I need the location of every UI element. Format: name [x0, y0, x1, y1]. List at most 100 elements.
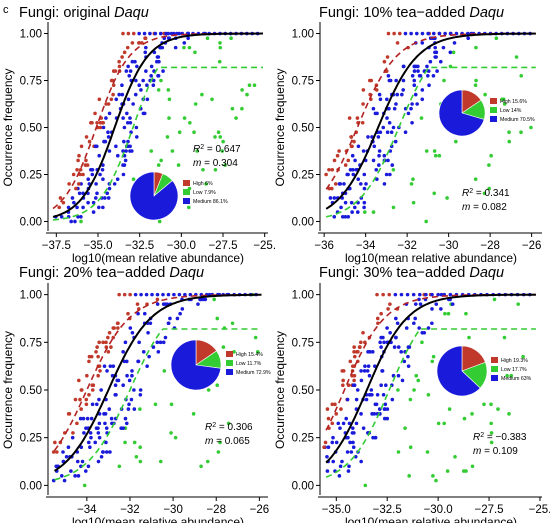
data-point	[394, 78, 398, 83]
data-point	[323, 440, 328, 445]
data-point	[121, 383, 125, 388]
data-point	[142, 311, 147, 316]
data-point	[362, 369, 367, 373]
chart-title-text: Fungi: original	[19, 5, 114, 21]
r-squared-exponent: 2	[200, 144, 204, 151]
data-point	[409, 31, 413, 36]
y-tick-label: 1.00	[292, 29, 314, 41]
data-point	[378, 130, 383, 134]
data-point	[106, 196, 111, 200]
data-point	[375, 392, 380, 397]
data-point	[334, 440, 339, 445]
data-point	[326, 445, 331, 450]
data-point	[90, 172, 95, 177]
chart-title: Fungi: 20% tea−added Daqu	[19, 265, 204, 281]
data-point	[218, 45, 223, 50]
data-point	[400, 378, 405, 383]
m-value: = 0.065	[213, 436, 250, 447]
data-point	[507, 412, 511, 416]
data-point	[473, 83, 478, 88]
data-point	[155, 292, 160, 297]
data-point	[359, 340, 363, 345]
data-point	[362, 200, 367, 205]
data-point	[422, 330, 427, 335]
data-point	[76, 474, 81, 478]
data-point	[137, 31, 141, 36]
data-point	[134, 78, 138, 83]
data-point	[139, 88, 143, 92]
data-point	[380, 369, 385, 373]
data-point	[148, 31, 152, 36]
data-point	[111, 83, 116, 88]
data-point	[394, 335, 398, 340]
data-point	[109, 345, 113, 349]
ci-lower-line	[54, 328, 262, 481]
data-point	[210, 97, 214, 102]
data-point	[124, 359, 129, 364]
data-point	[130, 369, 134, 373]
data-point	[177, 130, 182, 134]
data-point	[466, 36, 470, 41]
data-point	[359, 182, 363, 186]
data-point	[188, 121, 192, 125]
x-tick-label: −25.	[529, 504, 550, 516]
data-point	[437, 31, 442, 36]
data-point	[401, 88, 405, 92]
data-point	[107, 330, 112, 335]
r-squared-exponent: 2	[469, 188, 473, 195]
y-axis-label: Occurrence frequency	[273, 68, 287, 186]
m-symbol: m	[473, 446, 481, 457]
y-tick-label: 0.50	[20, 123, 42, 135]
data-point	[482, 402, 486, 407]
data-point	[100, 167, 105, 172]
data-point	[107, 407, 112, 411]
data-point	[215, 316, 220, 321]
x-tick-label: −32.5	[125, 240, 154, 252]
data-point	[410, 121, 414, 125]
data-point	[78, 397, 82, 402]
data-point	[330, 440, 335, 445]
r-squared-value: = 0.647	[204, 144, 241, 155]
data-point	[91, 383, 96, 388]
data-point	[470, 412, 474, 416]
data-point	[213, 167, 218, 172]
data-point	[186, 36, 190, 41]
y-tick-label: 0.75	[20, 337, 42, 349]
data-point	[94, 182, 98, 186]
data-point	[378, 340, 382, 345]
data-point	[384, 383, 388, 388]
data-point	[391, 167, 396, 172]
data-point	[138, 459, 143, 464]
data-point	[126, 407, 131, 411]
data-point	[331, 435, 335, 440]
data-point	[424, 219, 428, 224]
r-symbol: R	[193, 144, 200, 155]
data-points	[324, 31, 536, 224]
data-point	[410, 74, 415, 78]
m-label: m = 0.109	[473, 446, 518, 457]
data-point	[111, 335, 116, 340]
data-point	[111, 92, 115, 97]
data-point	[347, 421, 352, 426]
data-point	[78, 416, 83, 421]
data-point	[142, 31, 147, 36]
data-point	[385, 326, 389, 330]
data-point	[438, 59, 443, 64]
data-point	[101, 450, 105, 454]
data-point	[122, 292, 127, 297]
data-point	[230, 106, 235, 111]
data-point	[198, 297, 202, 302]
m-label: m = 0.082	[462, 202, 507, 213]
data-point	[426, 31, 430, 36]
data-point	[130, 373, 134, 378]
r-symbol: R	[462, 188, 469, 199]
data-points	[322, 292, 536, 488]
data-point	[114, 97, 119, 102]
data-point	[73, 397, 78, 402]
data-point	[117, 464, 122, 469]
data-point	[107, 149, 112, 153]
data-point	[346, 469, 351, 473]
data-point	[324, 172, 328, 177]
data-point	[349, 135, 354, 139]
data-point	[135, 302, 140, 306]
